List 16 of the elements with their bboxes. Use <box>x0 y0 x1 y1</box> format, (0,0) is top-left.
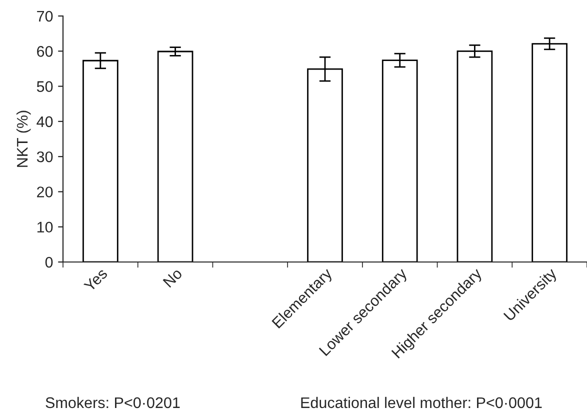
bar <box>532 43 568 262</box>
y-tick-label: 70 <box>37 10 53 22</box>
bar <box>456 50 493 262</box>
y-tick-label: 30 <box>36 151 53 162</box>
y-tick-label: 20 <box>37 186 53 198</box>
bar <box>157 50 194 262</box>
y-tick-label: 60 <box>37 46 53 57</box>
y-tick-label: 50 <box>36 81 53 92</box>
x-tick-label: Yes <box>83 268 108 292</box>
y-axis-title: NKT (%) <box>16 110 31 167</box>
y-tick-label: 40 <box>36 116 53 128</box>
text: Smokers: P<0·0201 <box>46 396 180 408</box>
y-tick-label: 10 <box>37 222 53 233</box>
text: Educational level mother: P<0·0001 <box>301 396 542 408</box>
y-tick-label: 0 <box>45 256 53 268</box>
x-tick-label: No <box>162 268 183 288</box>
